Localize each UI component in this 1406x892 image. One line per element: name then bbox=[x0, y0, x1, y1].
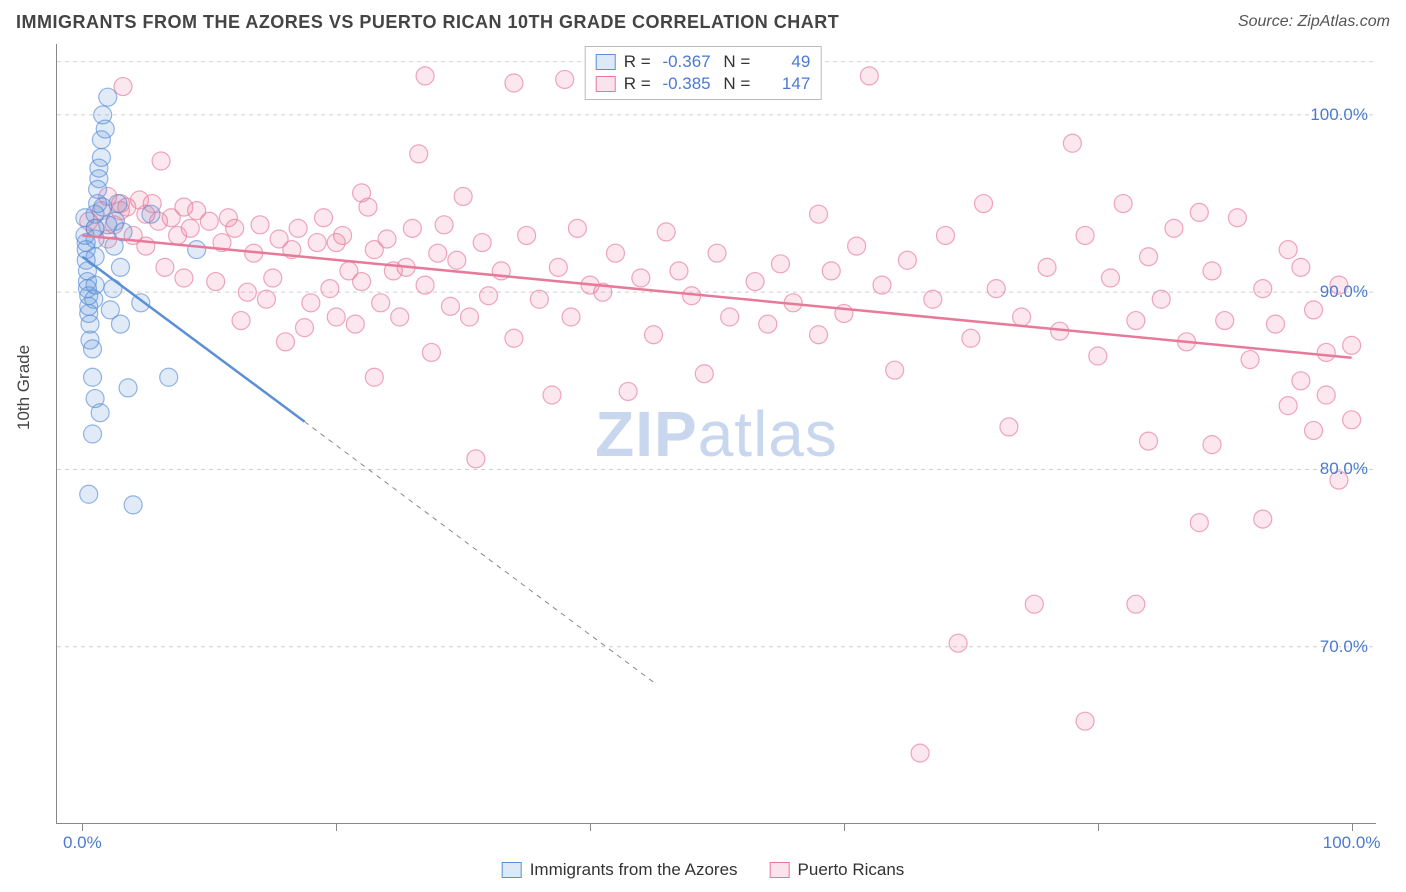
swatch-puerto-2 bbox=[770, 862, 790, 878]
x-tick-mark bbox=[844, 823, 845, 831]
x-tick-mark bbox=[336, 823, 337, 831]
swatch-azores bbox=[596, 54, 616, 70]
stats-row-puerto: R = -0.385 N = 147 bbox=[596, 73, 811, 95]
legend-item-puerto: Puerto Ricans bbox=[770, 860, 905, 880]
r-value-puerto: -0.385 bbox=[659, 74, 711, 94]
x-tick-mark bbox=[1352, 823, 1353, 831]
chart-source: Source: ZipAtlas.com bbox=[1238, 13, 1390, 31]
stats-legend: R = -0.367 N = 49 R = -0.385 N = 147 bbox=[585, 46, 822, 100]
x-tick-label: 100.0% bbox=[1323, 833, 1381, 853]
swatch-puerto bbox=[596, 76, 616, 92]
x-tick-mark bbox=[1098, 823, 1099, 831]
y-tick-label: 70.0% bbox=[1320, 637, 1368, 657]
r-value-azores: -0.367 bbox=[659, 52, 711, 72]
y-tick-label: 90.0% bbox=[1320, 282, 1368, 302]
swatch-azores-2 bbox=[502, 862, 522, 878]
y-axis-label: 10th Grade bbox=[14, 345, 34, 430]
plot-area: ZIPatlas 70.0%80.0%90.0%100.0% 0.0%100.0… bbox=[56, 44, 1376, 824]
y-tick-label: 80.0% bbox=[1320, 459, 1368, 479]
x-tick-mark bbox=[590, 823, 591, 831]
x-tick-label: 0.0% bbox=[63, 833, 102, 853]
legend-label-azores: Immigrants from the Azores bbox=[530, 860, 738, 880]
n-value-azores: 49 bbox=[758, 52, 810, 72]
stats-row-azores: R = -0.367 N = 49 bbox=[596, 51, 811, 73]
x-tick-mark bbox=[82, 823, 83, 831]
legend-item-azores: Immigrants from the Azores bbox=[502, 860, 738, 880]
chart-header: IMMIGRANTS FROM THE AZORES VS PUERTO RIC… bbox=[0, 0, 1406, 44]
legend-label-puerto: Puerto Ricans bbox=[798, 860, 905, 880]
series-legend: Immigrants from the Azores Puerto Ricans bbox=[502, 860, 905, 880]
n-value-puerto: 147 bbox=[758, 74, 810, 94]
chart-title: IMMIGRANTS FROM THE AZORES VS PUERTO RIC… bbox=[16, 12, 839, 33]
y-tick-label: 100.0% bbox=[1310, 105, 1368, 125]
scatter-svg bbox=[57, 44, 1376, 823]
